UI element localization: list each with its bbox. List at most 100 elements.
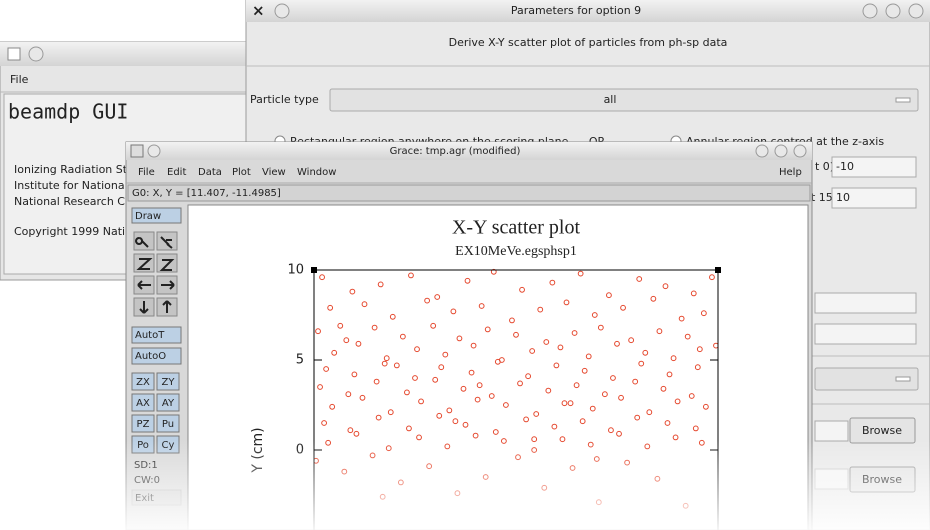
menu-item[interactable]: Help	[779, 167, 802, 178]
scatter-point	[462, 421, 469, 428]
shade-button[interactable]	[862, 3, 878, 19]
shade-button[interactable]	[755, 144, 769, 158]
scatter-point	[323, 366, 330, 372]
scatter-point	[696, 346, 703, 353]
scatter-point	[468, 369, 475, 376]
scatter-point	[601, 391, 608, 398]
close-button[interactable]	[793, 144, 807, 158]
text-input[interactable]	[831, 156, 917, 178]
scatter-point	[666, 371, 673, 378]
tool-button[interactable]	[156, 253, 178, 273]
scatter-point	[452, 418, 459, 425]
tool-icon	[137, 280, 151, 290]
minimize-button[interactable]	[147, 144, 161, 158]
button-label: PZ	[137, 419, 150, 430]
scatter-point	[709, 274, 715, 281]
scatter-point	[529, 348, 536, 354]
scatter-point	[412, 375, 418, 381]
scatter-point	[355, 340, 362, 347]
scatter-point	[373, 378, 380, 385]
button-label: Browse	[862, 424, 902, 437]
scatter-point	[375, 414, 382, 421]
scatter-point	[553, 362, 560, 369]
scatter-point	[608, 427, 614, 434]
scatter-point	[606, 292, 612, 299]
scatter-point	[523, 416, 529, 423]
scatter-point	[381, 360, 388, 367]
tool-icon	[160, 236, 173, 249]
draw-button[interactable]	[131, 207, 182, 224]
tool-button[interactable]	[131, 372, 155, 391]
text-input[interactable]	[814, 323, 917, 345]
scatter-point	[503, 402, 509, 408]
scatter-point	[460, 385, 467, 392]
minimize-button[interactable]	[274, 3, 290, 19]
menu-item[interactable]: Edit	[167, 167, 186, 178]
scatter-point	[549, 279, 556, 286]
scatter-point	[389, 313, 396, 320]
scatter-point	[646, 409, 653, 416]
scatter-point	[632, 378, 639, 385]
minimize-button[interactable]	[28, 46, 44, 62]
tool-icon	[135, 237, 149, 248]
scatter-point	[545, 387, 552, 394]
scatter-point	[319, 274, 325, 281]
text-input[interactable]	[814, 420, 849, 442]
particle-type-combo[interactable]	[329, 88, 919, 112]
scatter-point	[610, 375, 616, 381]
y-tick-label: 10	[287, 263, 304, 278]
window-icon[interactable]	[130, 144, 144, 158]
tool-button[interactable]	[131, 347, 182, 365]
button-label: AX	[136, 398, 150, 409]
scatter-point	[353, 430, 360, 437]
tool-button[interactable]	[131, 414, 155, 433]
tool-icons	[133, 231, 178, 317]
menu-item[interactable]: File	[138, 167, 155, 178]
menu-item[interactable]: File	[10, 73, 29, 86]
scatter-point	[591, 312, 598, 318]
combo[interactable]	[814, 367, 919, 391]
text-input[interactable]	[831, 187, 917, 209]
scatter-point	[585, 353, 592, 360]
tool-button[interactable]	[133, 231, 155, 251]
tool-button[interactable]	[156, 414, 180, 433]
menu-item[interactable]: Window	[297, 167, 336, 178]
scatter-point	[331, 349, 338, 356]
tool-button[interactable]	[131, 393, 155, 412]
tool-button[interactable]	[131, 326, 182, 344]
tool-button[interactable]	[156, 372, 180, 391]
scatter-point	[446, 407, 453, 414]
button-label: AutoT	[135, 330, 165, 341]
field-label: t 0)	[815, 160, 834, 173]
close-button[interactable]	[908, 3, 924, 19]
info-line: Ionizing Radiation St	[14, 163, 128, 176]
text-input[interactable]	[814, 292, 917, 314]
maximize-button[interactable]	[885, 3, 901, 19]
scatter-point	[484, 326, 491, 333]
button-label: AY	[162, 398, 175, 409]
scatter-point	[567, 400, 574, 407]
menu-item[interactable]: Plot	[232, 167, 251, 178]
scatter-point	[670, 355, 677, 362]
field-label: Particle type	[250, 93, 319, 106]
scatter-point	[430, 322, 437, 329]
scatter-point	[387, 409, 394, 416]
button-label: Pu	[162, 419, 174, 430]
scatter-point	[537, 306, 544, 313]
maximize-button[interactable]	[774, 144, 788, 158]
scatter-point	[424, 297, 431, 304]
menu-item[interactable]: View	[262, 167, 286, 178]
scatter-point	[432, 376, 439, 383]
scatter-point	[543, 339, 550, 345]
menu-item[interactable]: Data	[198, 167, 222, 178]
scatter-point	[327, 304, 334, 311]
scatter-point	[618, 394, 624, 401]
scatter-point	[393, 362, 400, 369]
scatter-point	[638, 360, 645, 367]
scatter-point	[509, 317, 515, 324]
scatter-point	[662, 283, 669, 290]
window-icon[interactable]	[7, 47, 21, 61]
scatter-point	[478, 303, 485, 309]
tool-button[interactable]	[156, 393, 180, 412]
